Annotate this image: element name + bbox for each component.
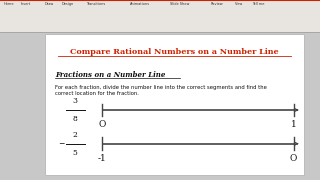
Text: Draw: Draw — [45, 2, 54, 6]
Text: Animations: Animations — [130, 2, 150, 6]
Text: Home: Home — [3, 2, 14, 6]
FancyBboxPatch shape — [45, 34, 304, 175]
Text: Fractions on a Number Line: Fractions on a Number Line — [55, 71, 165, 79]
Text: O: O — [290, 154, 297, 163]
Text: 8: 8 — [72, 115, 77, 123]
Text: Slide Show: Slide Show — [170, 2, 190, 6]
Text: -1: -1 — [98, 154, 106, 163]
Text: Design: Design — [62, 2, 74, 6]
Text: Tell me: Tell me — [252, 2, 264, 6]
Text: For each fraction, divide the number line into the correct segments and find the: For each fraction, divide the number lin… — [55, 85, 267, 96]
Text: 3: 3 — [72, 97, 77, 105]
Text: 1: 1 — [291, 120, 297, 129]
Text: Compare Rational Numbers on a Number Line: Compare Rational Numbers on a Number Lin… — [70, 48, 279, 56]
Text: Review: Review — [210, 2, 223, 6]
Text: Transitions: Transitions — [86, 2, 106, 6]
FancyBboxPatch shape — [0, 0, 320, 32]
Text: 5: 5 — [72, 149, 77, 157]
Text: O: O — [98, 120, 106, 129]
Text: 2: 2 — [72, 131, 77, 139]
Text: View: View — [235, 2, 243, 6]
Text: Insert: Insert — [20, 2, 30, 6]
Text: −: − — [59, 139, 65, 148]
